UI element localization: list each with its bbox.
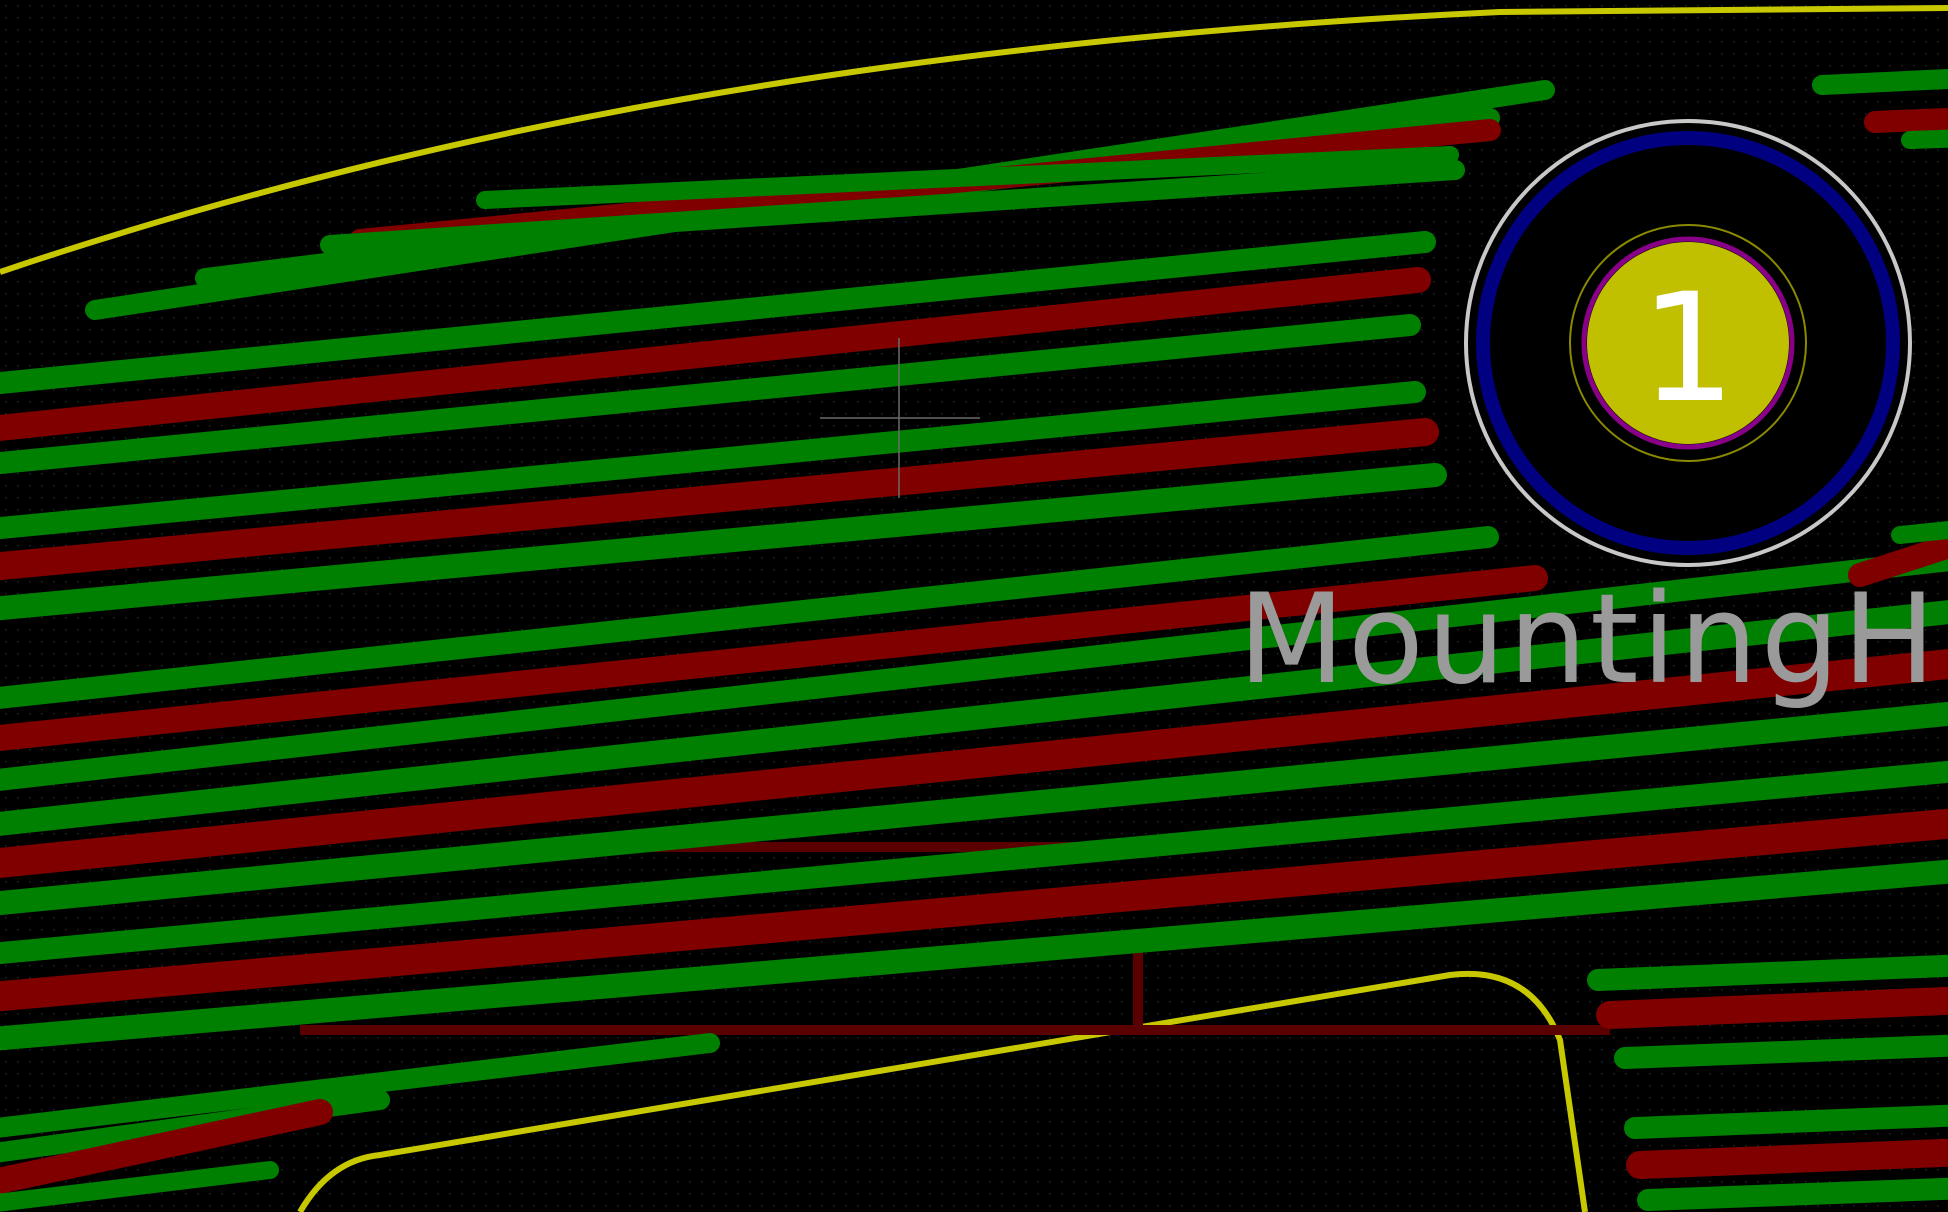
front-copper-track[interactable] — [1587, 954, 1948, 991]
back-copper-track[interactable] — [0, 565, 1548, 751]
mounting-hole-footprint[interactable]: 1 — [1464, 119, 1912, 567]
back-copper-track[interactable] — [0, 808, 1948, 1012]
front-copper-track[interactable] — [0, 231, 1436, 395]
back-copper-track[interactable] — [1626, 1138, 1948, 1179]
front-copper-track[interactable] — [1812, 68, 1948, 95]
pad-number: 1 — [1640, 262, 1735, 436]
back-copper-track[interactable] — [0, 418, 1439, 581]
crosshair-icon — [820, 338, 980, 498]
clearance-ring — [1569, 224, 1807, 462]
front-copper-track[interactable] — [476, 146, 1459, 209]
front-copper-track[interactable] — [0, 463, 1447, 621]
front-copper-track[interactable] — [320, 160, 1465, 255]
board-edge-outline — [0, 5, 1948, 1212]
front-copper-track[interactable] — [0, 760, 1948, 965]
back-copper-track[interactable] — [0, 267, 1431, 441]
front-copper-track[interactable] — [0, 526, 1499, 709]
front-copper-track[interactable] — [0, 701, 1948, 916]
front-copper-track[interactable] — [1624, 1104, 1948, 1139]
back-copper-track[interactable] — [0, 648, 1948, 879]
front-copper-track[interactable] — [0, 381, 1426, 540]
front-copper-track[interactable] — [0, 314, 1421, 475]
pad-circle[interactable] — [1587, 242, 1789, 444]
front-copper-track[interactable] — [0, 859, 1948, 1051]
reference-designator[interactable]: MountingH — [1238, 568, 1939, 712]
back-copper-track[interactable] — [1596, 986, 1948, 1029]
back-copper-track[interactable] — [1864, 107, 1948, 133]
front-copper-track[interactable] — [0, 1033, 720, 1138]
front-copper-track[interactable] — [0, 549, 1948, 791]
front-copper-track[interactable] — [1901, 129, 1948, 149]
front-copper-track[interactable] — [0, 1161, 279, 1212]
fab-ring — [1476, 131, 1900, 555]
back-copper-track[interactable] — [1848, 533, 1948, 587]
front-copper-track[interactable] — [0, 600, 1948, 836]
back-copper-track[interactable] — [0, 1099, 333, 1195]
front-copper-track[interactable] — [1637, 1177, 1948, 1211]
via-ring — [1581, 236, 1795, 450]
front-copper-track[interactable] — [1891, 521, 1948, 544]
front-copper-track[interactable] — [1614, 1034, 1948, 1069]
track-group — [0, 68, 1948, 1212]
